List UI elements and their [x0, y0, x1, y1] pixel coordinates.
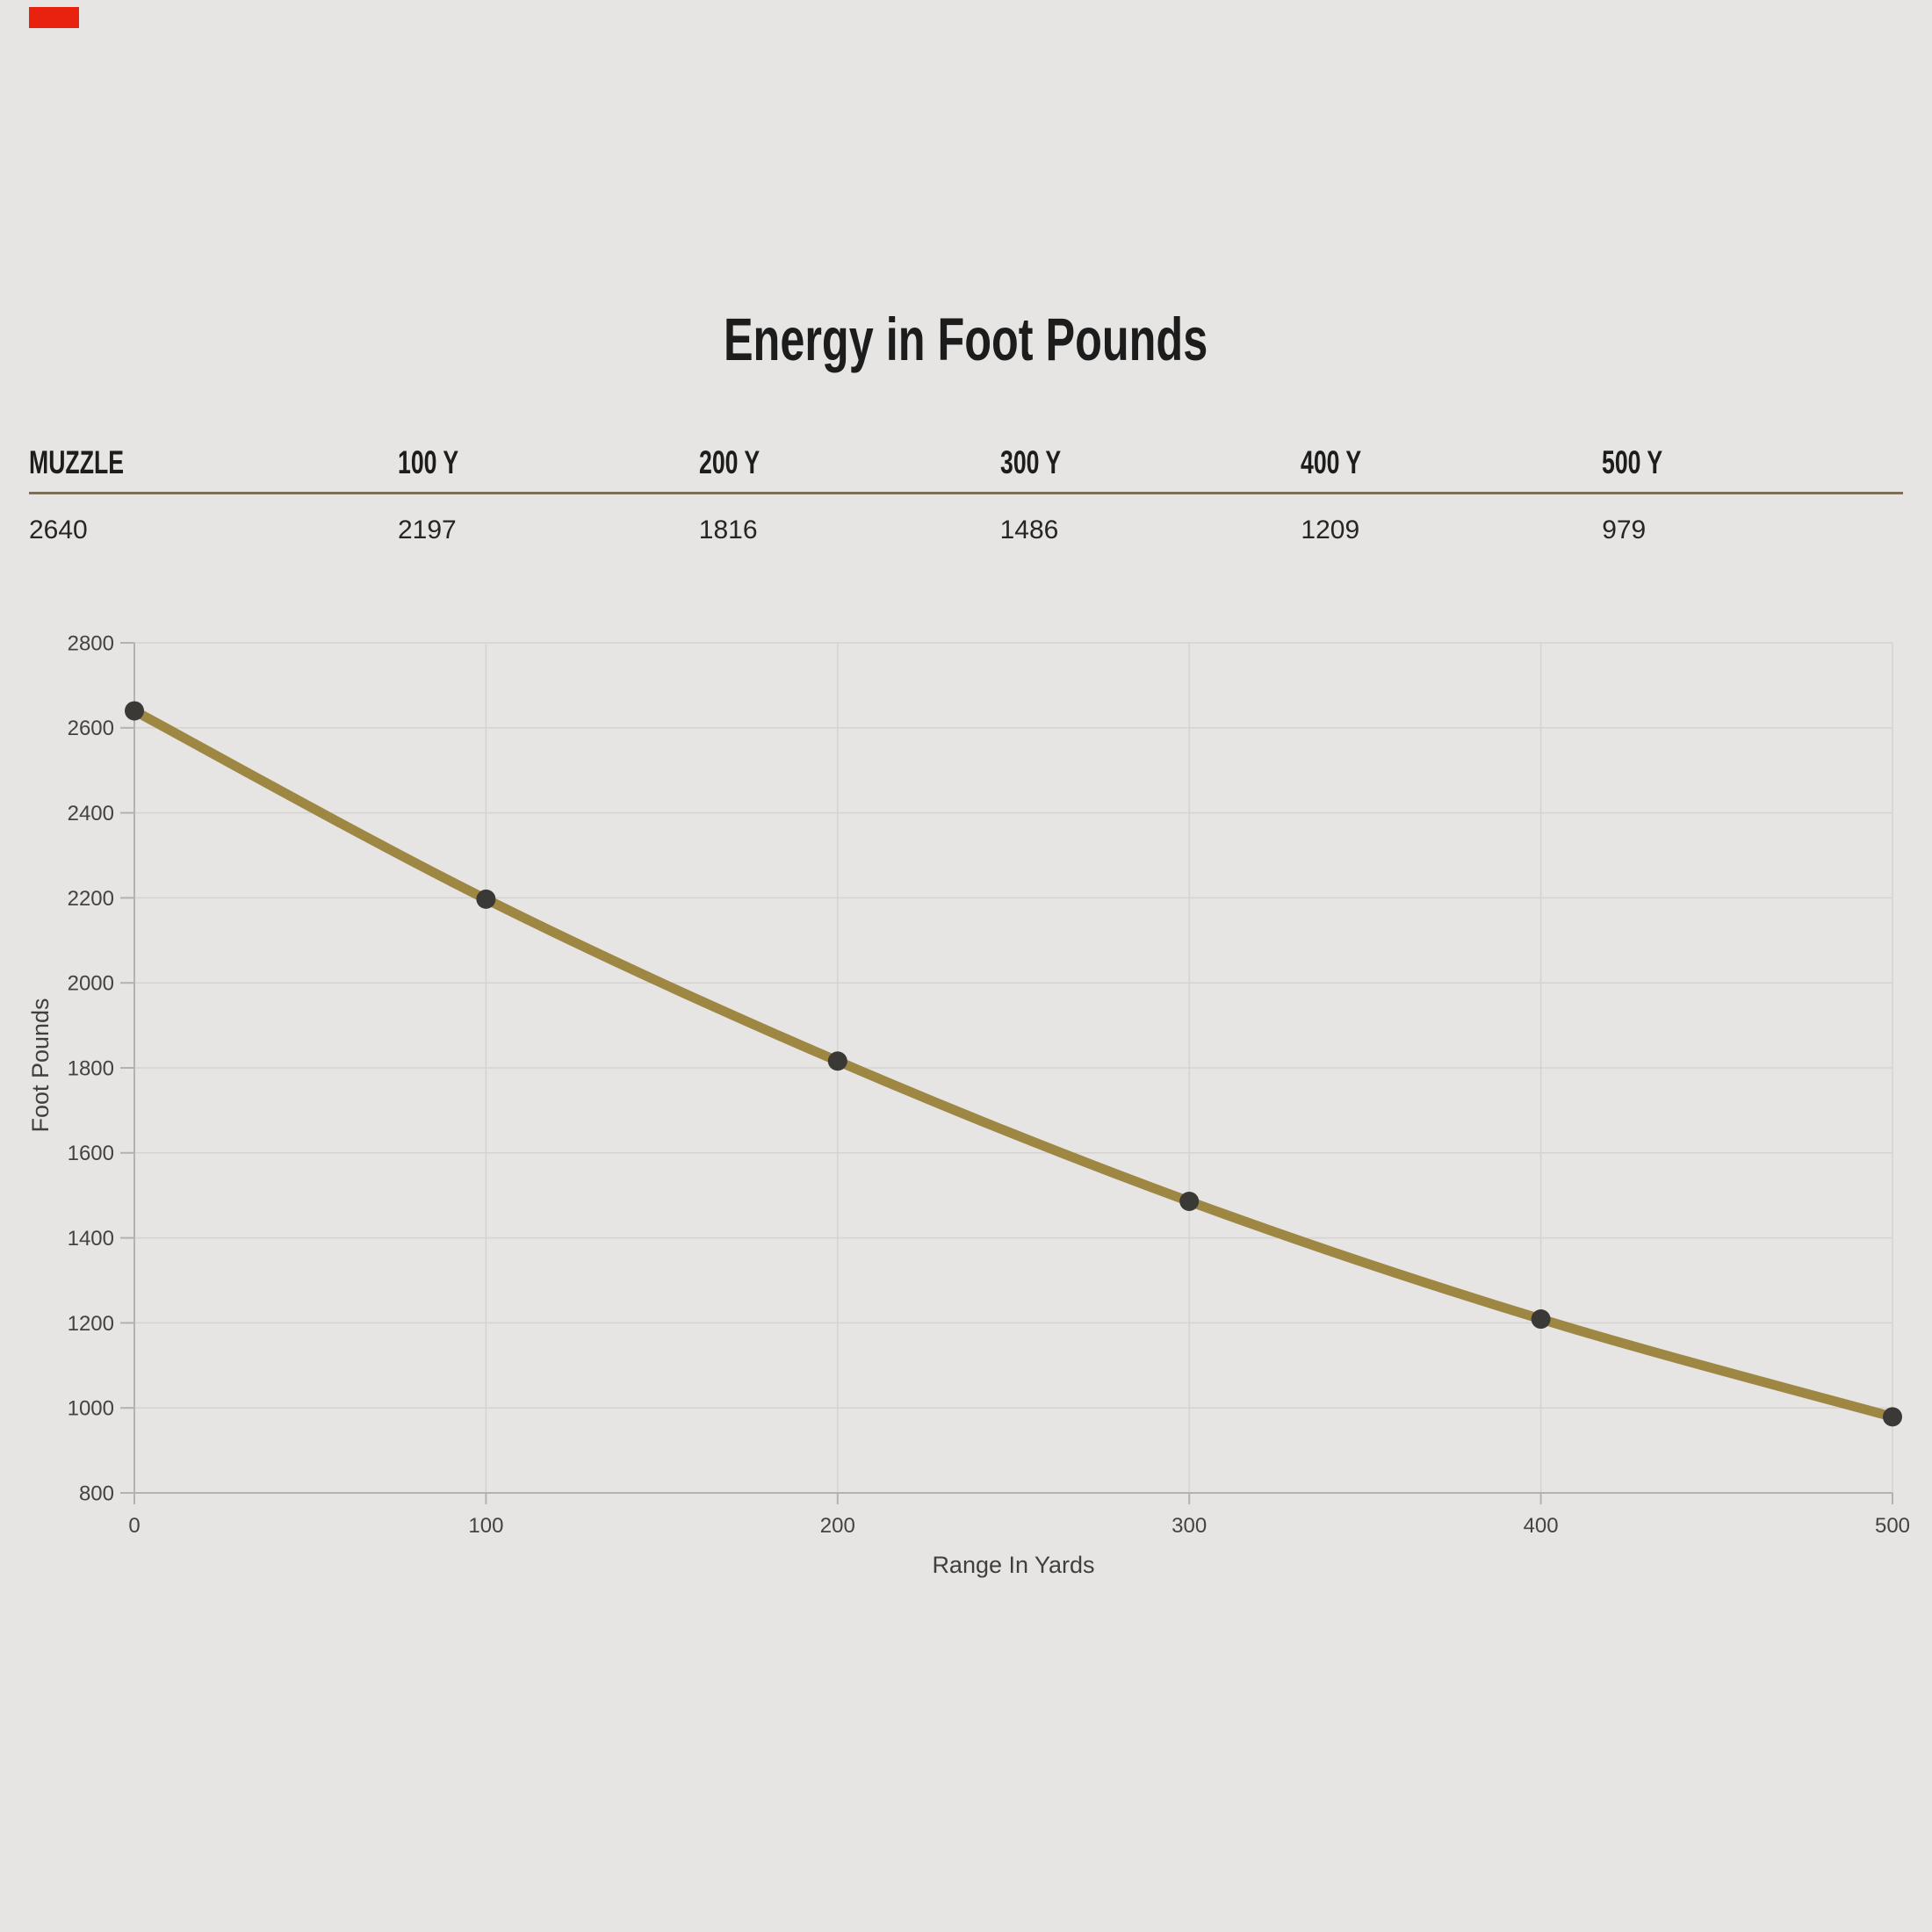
data-point	[1531, 1309, 1551, 1330]
data-point	[827, 1051, 847, 1071]
y-tick-label: 2600	[68, 717, 114, 740]
red-marker	[29, 7, 79, 28]
table-value-cell: 1486	[999, 515, 1059, 544]
y-tick-label: 1200	[68, 1312, 114, 1336]
table-header-cell: 300 Y	[1000, 445, 1301, 480]
y-tick-label: 800	[79, 1481, 114, 1505]
y-tick-label: 2000	[68, 972, 114, 996]
table-value-row: 2640 2197 1816 1486 1209 979	[29, 515, 1903, 546]
table-header-label: MUZZLE	[29, 444, 125, 480]
data-point	[125, 701, 144, 721]
table-header-cell: 400 Y	[1301, 445, 1602, 480]
chart-title-row: Energy in Foot Pounds	[0, 309, 1932, 371]
table-value-cell: 979	[1602, 515, 1647, 544]
y-tick-label: 2200	[68, 887, 114, 911]
table-divider	[29, 492, 1903, 494]
y-tick-label: 2800	[68, 631, 114, 655]
y-tick-label: 1600	[68, 1142, 114, 1165]
table-value-cell: 1816	[698, 515, 758, 544]
table-value-cell: 2640	[29, 515, 88, 544]
table-header-cell: 100 Y	[398, 445, 699, 480]
x-tick-label: 100	[468, 1514, 503, 1538]
table-header-row: MUZZLE 100 Y 200 Y 300 Y 400 Y 500 Y	[29, 445, 1903, 480]
energy-chart: Range In Yards Foot Pounds 8001000120014…	[27, 631, 1910, 1578]
table-value-cell: 2197	[398, 515, 457, 544]
table-header-label: 400 Y	[1301, 444, 1362, 480]
y-tick-label: 1000	[68, 1397, 114, 1421]
x-tick-label: 400	[1524, 1514, 1559, 1538]
x-axis-title: Range In Yards	[932, 1552, 1094, 1578]
page-title: Energy in Foot Pounds	[724, 306, 1208, 373]
x-tick-label: 0	[128, 1514, 140, 1538]
data-point	[1883, 1407, 1902, 1427]
x-tick-label: 500	[1875, 1514, 1910, 1538]
y-tick-label: 1800	[68, 1056, 114, 1080]
y-axis-title: Foot Pounds	[27, 998, 54, 1132]
y-tick-label: 2400	[68, 802, 114, 825]
table-header-cell: MUZZLE	[29, 445, 398, 480]
table-header-cell: 200 Y	[699, 445, 1000, 480]
table-header-label: 200 Y	[698, 444, 760, 480]
y-tick-label: 1400	[68, 1227, 114, 1251]
x-tick-label: 200	[820, 1514, 855, 1538]
data-point	[1179, 1191, 1200, 1211]
energy-line	[129, 705, 1898, 1422]
table-value-cell: 1209	[1301, 515, 1360, 544]
table-header-label: 500 Y	[1602, 444, 1663, 480]
x-tick-label: 300	[1171, 1514, 1207, 1538]
table-header-cell: 500 Y	[1602, 445, 1903, 480]
data-point	[476, 889, 496, 909]
table-header-label: 300 Y	[999, 444, 1061, 480]
table-header-label: 100 Y	[398, 444, 459, 480]
